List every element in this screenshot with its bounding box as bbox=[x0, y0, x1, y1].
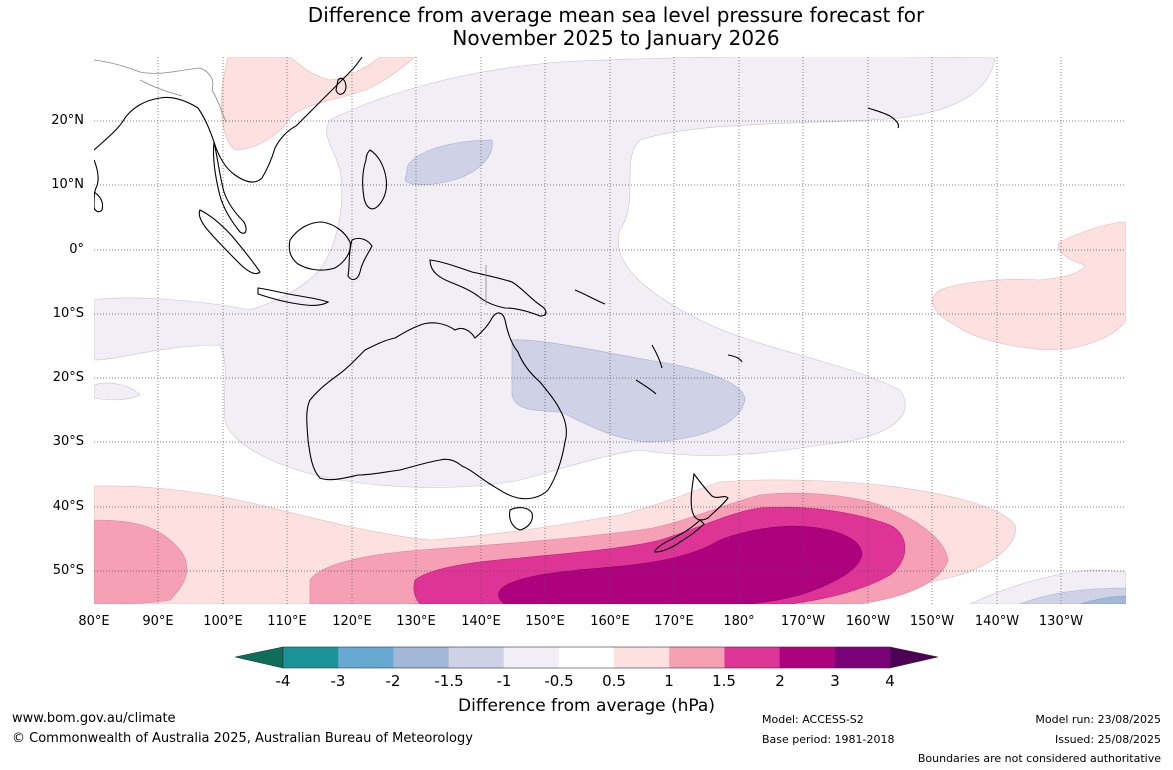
new-zealand-south bbox=[654, 519, 705, 553]
colorbar-segment bbox=[393, 647, 450, 668]
new-guinea-coast bbox=[429, 259, 547, 317]
website-link[interactable]: www.bom.gov.au/climate bbox=[12, 711, 176, 726]
contour-pink-southern-west bbox=[94, 519, 188, 604]
lon-label: 160°E bbox=[590, 614, 630, 629]
vanuatu-islands bbox=[651, 344, 663, 369]
model-run-date: Model run: 23/08/2025 bbox=[1035, 713, 1161, 726]
issued-date: Issued: 25/08/2025 bbox=[1054, 733, 1161, 746]
contour-mid-negative-coral-sea bbox=[511, 339, 746, 443]
model-name: Model: ACCESS-S2 bbox=[762, 713, 864, 726]
lon-label: 110°E bbox=[267, 614, 307, 629]
colorbar-segment bbox=[779, 647, 836, 668]
sri-lanka-coast bbox=[94, 191, 104, 213]
colorbar-tick-label: 4 bbox=[885, 672, 895, 690]
colorbar bbox=[234, 646, 939, 669]
sumatra-coast bbox=[198, 209, 261, 275]
title-line-2: November 2025 to January 2026 bbox=[452, 26, 780, 50]
colorbar-segment bbox=[558, 647, 615, 668]
java-coast bbox=[257, 287, 330, 306]
lat-label: 20°N bbox=[51, 113, 84, 128]
colorbar-tick-label: -3 bbox=[330, 672, 346, 690]
fiji-islands bbox=[727, 354, 743, 363]
map-area bbox=[94, 57, 1126, 604]
india-coast bbox=[94, 159, 99, 211]
colorbar-tick-label: -2 bbox=[385, 672, 401, 690]
colorbar-segment bbox=[724, 647, 781, 668]
colorbar-tick-label: -1 bbox=[496, 672, 512, 690]
lon-label: 90°E bbox=[142, 614, 174, 629]
sulawesi-coast bbox=[347, 237, 373, 281]
colorbar-tick-label: 1.5 bbox=[712, 672, 736, 690]
colorbar-outline bbox=[282, 646, 891, 669]
colorbar-title: Difference from average (hPa) bbox=[458, 696, 715, 716]
lat-label: 50°S bbox=[52, 563, 84, 578]
new-caledonia bbox=[635, 379, 657, 395]
contour-mid-negative-philippines bbox=[404, 139, 493, 186]
lat-label: 20°S bbox=[52, 370, 84, 385]
lat-label: 10°N bbox=[51, 177, 84, 192]
lon-label: 160°W bbox=[845, 614, 891, 629]
base-period: Base period: 1981-2018 bbox=[762, 733, 895, 746]
colorbar-segment bbox=[614, 647, 670, 668]
colorbar-segment bbox=[338, 647, 394, 668]
lon-label: 170°E bbox=[654, 614, 694, 629]
lat-label: 30°S bbox=[52, 434, 84, 449]
colorbar-segment bbox=[503, 647, 560, 668]
lon-label: 140°E bbox=[461, 614, 501, 629]
contour-dark-magenta-southern bbox=[498, 525, 863, 604]
hawaii-islands bbox=[867, 107, 900, 129]
lat-label: 10°S bbox=[52, 306, 84, 321]
lon-label: 130°E bbox=[396, 614, 436, 629]
colorbar-tick-label: 3 bbox=[830, 672, 840, 690]
asia-mainland-coast bbox=[94, 57, 363, 183]
malay-peninsula-coast bbox=[212, 141, 247, 234]
title-line-1: Difference from average mean sea level p… bbox=[307, 3, 925, 27]
lon-label: 80°E bbox=[78, 614, 110, 629]
lon-label: 140°W bbox=[974, 614, 1020, 629]
lat-label: 0° bbox=[69, 242, 84, 257]
contour-light-negative-tropics bbox=[94, 57, 996, 488]
copyright-text: © Commonwealth of Australia 2025, Austra… bbox=[12, 731, 473, 746]
contour-light-positive-asia bbox=[221, 57, 416, 151]
lon-label: 100°E bbox=[203, 614, 243, 629]
colorbar-segment bbox=[834, 647, 891, 668]
new-zealand-north bbox=[690, 472, 729, 521]
colorbar-tick-label: -1.5 bbox=[434, 672, 464, 690]
tasmania-coast bbox=[509, 507, 533, 531]
colorbar-tick-label: -0.5 bbox=[544, 672, 574, 690]
philippines-coast bbox=[362, 149, 388, 210]
lat-label: 40°S bbox=[52, 499, 84, 514]
solomon-islands bbox=[574, 289, 606, 305]
graticule bbox=[94, 57, 1126, 604]
colorbar-tick-label: 0.5 bbox=[602, 672, 626, 690]
map-title: Difference from average mean sea level p… bbox=[0, 4, 1173, 50]
australia-coast bbox=[306, 312, 567, 500]
contour-light-negative-patch bbox=[94, 382, 141, 401]
lon-label: 120°E bbox=[332, 614, 372, 629]
borneo-coast bbox=[288, 221, 351, 271]
colorbar-segment bbox=[283, 647, 339, 668]
contour-blue-southeast bbox=[1079, 595, 1126, 604]
colorbar-right-arrow bbox=[889, 646, 939, 669]
colorbar-tick-label: 2 bbox=[775, 672, 785, 690]
lon-label: 150°W bbox=[909, 614, 955, 629]
colorbar-left-arrow bbox=[234, 646, 284, 669]
colorbar-segment bbox=[448, 647, 505, 668]
boundaries-disclaimer: Boundaries are not considered authoritat… bbox=[917, 752, 1161, 765]
colorbar-tick-label: -4 bbox=[275, 672, 291, 690]
country-borders bbox=[94, 59, 487, 305]
taiwan-coast bbox=[335, 77, 347, 95]
lon-label: 170°W bbox=[780, 614, 826, 629]
lon-label: 150°E bbox=[525, 614, 565, 629]
colorbar-tick-label: 1 bbox=[664, 672, 674, 690]
lon-label: 180° bbox=[723, 614, 755, 629]
coastlines bbox=[94, 57, 900, 553]
colorbar-segment bbox=[669, 647, 725, 668]
contour-light-positive-east-pacific bbox=[932, 221, 1126, 351]
lon-label: 130°W bbox=[1038, 614, 1084, 629]
